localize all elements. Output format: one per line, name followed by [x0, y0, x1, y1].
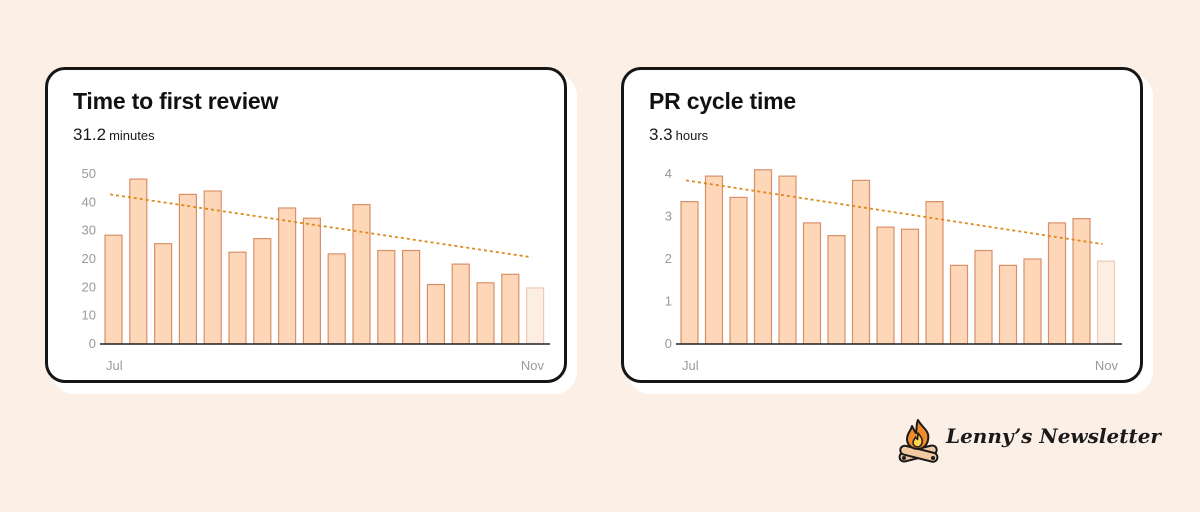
x-tick-label: Nov — [521, 358, 545, 373]
trend-line — [685, 179, 1103, 246]
bar — [753, 169, 773, 345]
bar — [1023, 258, 1042, 345]
bar — [998, 264, 1018, 345]
bar — [802, 222, 822, 345]
bar — [129, 178, 148, 345]
newsletter-logo: Lenny’s Newsletter — [896, 416, 1161, 466]
card-time-to-first-review: Time to first review 31.2 minutes 0 10 20 20… — [45, 67, 567, 383]
bar — [949, 264, 969, 345]
y-tick-label: 1 — [665, 294, 672, 309]
bar — [352, 204, 371, 345]
bar — [704, 175, 724, 345]
bar — [153, 243, 173, 345]
y-tick-label: 20 — [82, 251, 96, 266]
x-tick-label: Jul — [682, 358, 699, 373]
bar — [501, 273, 520, 345]
metric-unit: minutes — [109, 128, 155, 143]
logo-text: Lenny’s Newsletter — [946, 424, 1161, 448]
y-tick-label: 40 — [82, 194, 96, 209]
x-tick-label: Jul — [106, 358, 123, 373]
bar — [426, 283, 445, 345]
bar — [327, 253, 346, 345]
y-tick-label: 0 — [89, 336, 96, 351]
y-tick-label: 4 — [665, 166, 672, 181]
card-title: Time to first review — [73, 88, 279, 114]
bar — [1096, 260, 1116, 345]
y-tick-label: 2 — [665, 251, 672, 266]
bar — [900, 228, 920, 345]
bar — [778, 175, 797, 345]
bar — [827, 235, 846, 345]
bar — [278, 207, 297, 345]
bar — [377, 249, 396, 345]
chart-pr-cycle-time: 0 1 2 3 4 Jul Nov — [665, 166, 1122, 373]
metric-value: 3.3 — [649, 125, 673, 144]
bar — [1072, 218, 1091, 345]
bar — [526, 287, 545, 345]
bar — [178, 193, 197, 345]
bar — [402, 249, 421, 345]
trend-line — [109, 193, 532, 259]
bar — [729, 196, 748, 345]
card-pr-cycle-time: PR cycle time 3.3 hours 0 1 2 3 4 Jul Nov — [621, 67, 1143, 383]
y-tick-label: 3 — [665, 209, 672, 224]
bar — [451, 263, 470, 345]
metric-value: 31.2 — [73, 125, 107, 144]
x-tick-label: Nov — [1095, 358, 1119, 373]
y-tick-label: 50 — [82, 166, 96, 181]
y-tick-label: 0 — [665, 336, 672, 351]
bar — [876, 226, 895, 345]
bar — [925, 201, 944, 345]
chart-time-to-first-review: 0 10 20 20 30 40 50 Jul Nov — [82, 166, 550, 373]
y-tick-label: 10 — [82, 308, 96, 323]
card-title: PR cycle time — [649, 88, 796, 114]
bar — [228, 251, 247, 345]
bar — [253, 238, 272, 345]
bar — [974, 249, 993, 345]
bar — [203, 190, 222, 345]
campfire-icon — [898, 419, 939, 463]
bar — [1047, 222, 1067, 345]
metric-unit: hours — [675, 128, 709, 143]
bar — [302, 217, 321, 345]
bar — [851, 179, 871, 345]
bar — [104, 234, 123, 345]
y-tick-label: 20 — [82, 279, 96, 294]
bar — [476, 282, 495, 345]
card-metric: 3.3 hours — [649, 125, 708, 145]
y-tick-label: 30 — [82, 223, 96, 238]
bar — [680, 201, 699, 345]
card-metric: 31.2 minutes — [73, 125, 155, 145]
